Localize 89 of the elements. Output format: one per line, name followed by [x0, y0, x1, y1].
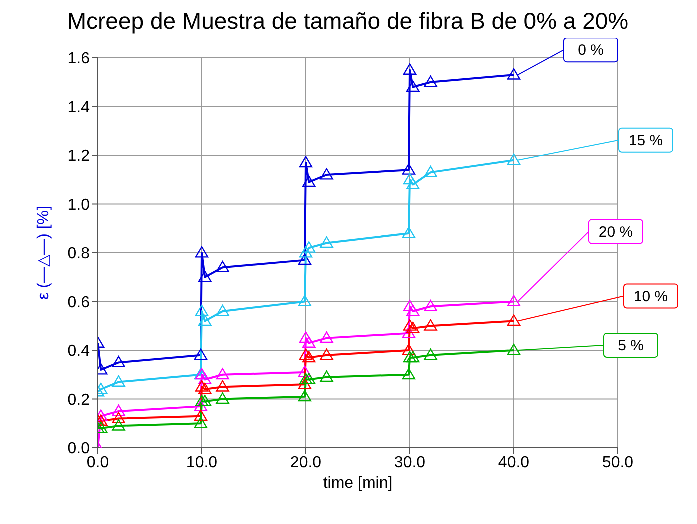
point — [507, 68, 521, 80]
point — [112, 419, 126, 431]
text: 0 % — [578, 42, 604, 60]
point — [299, 348, 313, 360]
point — [507, 154, 521, 166]
point — [507, 344, 521, 356]
point — [302, 351, 316, 363]
point — [216, 368, 230, 380]
point — [194, 400, 208, 412]
y-axis-title: ε (—△—) [%] — [36, 206, 53, 300]
point — [195, 380, 209, 392]
point — [320, 348, 334, 360]
point — [402, 326, 416, 338]
point — [406, 178, 420, 190]
point — [406, 351, 420, 363]
point — [507, 314, 521, 326]
point — [112, 376, 126, 387]
point — [402, 368, 416, 380]
y-tick-label: 0.2 — [68, 392, 90, 409]
x-tick-label: 40.0 — [498, 454, 530, 472]
point — [298, 378, 312, 390]
y-tick-label: 1.0 — [68, 196, 90, 214]
point — [402, 226, 416, 238]
point — [198, 395, 212, 406]
x-tick-label: 50.0 — [602, 454, 634, 472]
point — [424, 300, 438, 312]
point — [302, 242, 316, 253]
y-tick-label: 1.2 — [68, 148, 90, 166]
point — [198, 373, 212, 385]
y-tick-label: 0.6 — [68, 294, 90, 312]
point — [320, 168, 334, 180]
point — [406, 304, 420, 316]
point — [195, 395, 209, 406]
x-tick-label: 20.0 — [290, 454, 322, 472]
point — [195, 304, 209, 316]
point — [302, 373, 316, 385]
point — [320, 332, 334, 344]
point — [298, 390, 312, 402]
point — [194, 348, 208, 360]
point — [403, 300, 417, 312]
point — [403, 320, 417, 331]
y-tick-label: 0.8 — [68, 246, 90, 263]
point — [299, 246, 313, 258]
point — [112, 356, 126, 368]
point — [302, 176, 316, 188]
point — [298, 366, 312, 378]
y-tick-label: 1.4 — [68, 99, 90, 116]
x-tick-label: 30.0 — [394, 454, 426, 472]
point — [198, 270, 212, 282]
point — [403, 351, 417, 363]
point — [216, 392, 230, 404]
point — [403, 64, 417, 75]
point — [320, 236, 334, 248]
y-tick-label: 1.6 — [68, 50, 90, 68]
point — [507, 295, 521, 307]
point — [299, 156, 313, 168]
x-tick-label: 10.0 — [186, 454, 218, 472]
point — [216, 380, 230, 392]
text: 15 % — [628, 132, 664, 150]
point — [403, 173, 417, 185]
text: 20 % — [598, 224, 634, 241]
point — [406, 322, 420, 334]
point — [198, 382, 212, 394]
chart-title: Mcreep de Muestra de tamaño de fibra B de 0% a 20% — [66, 8, 630, 36]
text: 10 % — [634, 288, 668, 306]
point — [298, 295, 312, 307]
y-tick-label: 0.4 — [68, 343, 90, 360]
x-axis-title: time [min] — [323, 475, 393, 492]
point — [298, 254, 312, 266]
point — [195, 246, 209, 258]
point — [424, 348, 438, 360]
point — [320, 370, 334, 382]
text: 5 % — [618, 338, 644, 354]
point — [406, 80, 420, 92]
point — [112, 412, 126, 424]
point — [194, 410, 208, 422]
point — [424, 76, 438, 88]
point — [299, 332, 313, 344]
point — [216, 261, 230, 272]
point — [302, 336, 316, 348]
point — [424, 166, 438, 178]
point — [216, 304, 230, 316]
point — [194, 417, 208, 428]
point — [402, 164, 416, 175]
point — [424, 320, 438, 331]
point — [112, 404, 126, 416]
point — [198, 314, 212, 326]
point — [299, 373, 313, 385]
point — [402, 344, 416, 356]
